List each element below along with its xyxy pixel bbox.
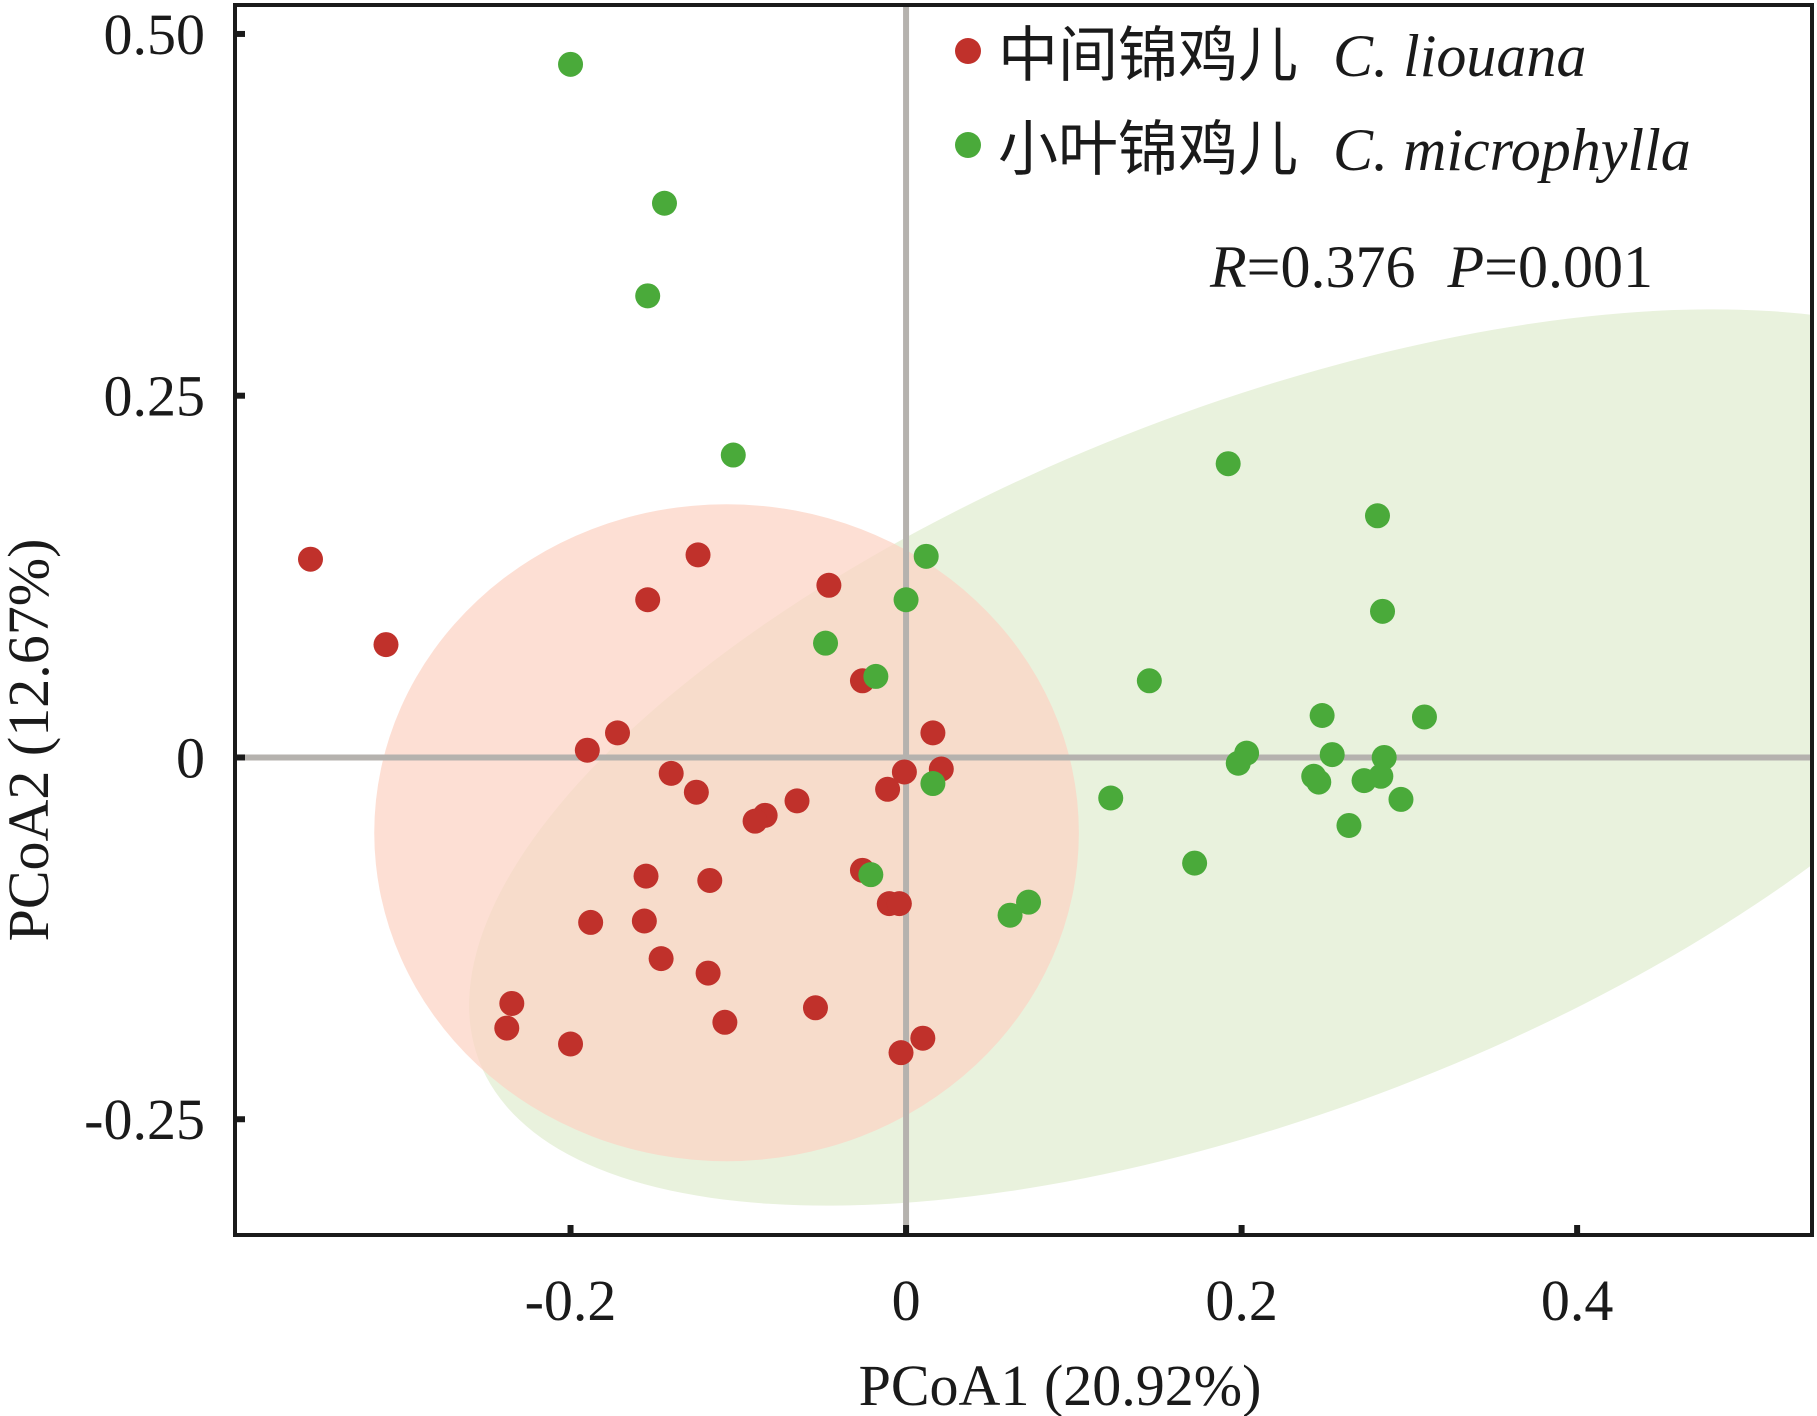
point-liouana-15 (891, 759, 917, 785)
point-microphylla-7 (893, 587, 919, 613)
point-liouana-17 (633, 863, 659, 889)
point-liouana-30 (802, 995, 828, 1021)
stat-p-value: =0.001 (1484, 234, 1653, 300)
legend-item-liouana: 中间锦鸡儿 C. liouana (955, 23, 1586, 89)
point-liouana-28 (558, 1031, 584, 1057)
point-microphylla-0 (558, 51, 584, 77)
x-axis-title: PCoA1 (20.92%) (859, 1353, 1262, 1416)
legend-label-microphylla-latin: C. microphylla (1333, 117, 1691, 183)
legend-marker-liouana (955, 38, 981, 64)
point-liouana-6 (920, 720, 946, 746)
point-liouana-25 (695, 960, 721, 986)
stat-p-label: P (1447, 234, 1485, 300)
x-axis: -0.2 0 0.2 0.4 (525, 1225, 1614, 1333)
point-microphylla-28 (1016, 889, 1042, 915)
y-tick-label: 0.50 (104, 2, 206, 67)
y-axis: 0.50 0.25 0 -0.25 (84, 2, 245, 1152)
point-liouana-7 (574, 737, 600, 763)
legend-label-liouana: 中间锦鸡儿 C. liouana (998, 23, 1586, 89)
point-microphylla-8 (1370, 598, 1396, 624)
point-microphylla-1 (651, 190, 677, 216)
point-liouana-31 (888, 1040, 914, 1066)
point-liouana-1 (373, 632, 399, 658)
point-microphylla-19 (1306, 769, 1332, 795)
point-microphylla-12 (1309, 703, 1335, 729)
x-tick-label: 0.2 (1205, 1268, 1278, 1333)
point-microphylla-26 (858, 862, 884, 888)
point-microphylla-23 (1098, 785, 1124, 811)
point-microphylla-17 (1225, 750, 1251, 776)
x-tick-label: -0.2 (525, 1268, 617, 1333)
point-microphylla-5 (1364, 503, 1390, 529)
point-liouana-11 (784, 788, 810, 814)
point-microphylla-2 (635, 283, 661, 309)
zero-lines (235, 5, 1812, 1235)
point-liouana-2 (685, 542, 711, 568)
point-microphylla-16 (1371, 744, 1397, 770)
point-liouana-21 (886, 891, 912, 917)
point-liouana-18 (697, 867, 723, 893)
point-microphylla-11 (1136, 668, 1162, 694)
point-liouana-0 (297, 546, 323, 572)
legend: 中间锦鸡儿 C. liouana 小叶锦鸡儿 C. microphylla (955, 23, 1691, 183)
legend-label-microphylla: 小叶锦鸡儿 C. microphylla (998, 117, 1691, 183)
point-microphylla-10 (863, 663, 889, 689)
point-microphylla-22 (1388, 786, 1414, 812)
point-liouana-22 (578, 909, 604, 935)
legend-label-liouana-cn: 中间锦鸡儿 (998, 23, 1298, 89)
point-liouana-23 (631, 908, 657, 934)
legend-item-microphylla: 小叶锦鸡儿 C. microphylla (955, 117, 1691, 183)
point-liouana-13 (742, 808, 768, 834)
legend-label-microphylla-cn: 小叶锦鸡儿 (998, 117, 1298, 183)
point-liouana-4 (816, 572, 842, 598)
point-liouana-14 (875, 776, 901, 802)
legend-label-liouana-latin: C. liouana (1333, 23, 1586, 89)
x-tick-label: 0 (892, 1268, 921, 1333)
point-microphylla-3 (720, 442, 746, 468)
stat-r-label: R (1209, 234, 1247, 300)
legend-marker-microphylla (955, 132, 981, 158)
stat-r-value: =0.376 (1247, 234, 1416, 300)
point-microphylla-21 (1368, 763, 1394, 789)
point-liouana-24 (648, 946, 674, 972)
point-liouana-27 (494, 1015, 520, 1041)
point-liouana-10 (683, 779, 709, 805)
point-microphylla-25 (920, 771, 946, 797)
point-microphylla-9 (813, 630, 839, 656)
y-tick-label: 0 (176, 725, 205, 790)
point-liouana-3 (635, 587, 661, 613)
point-microphylla-6 (913, 543, 939, 569)
point-microphylla-4 (1215, 451, 1241, 477)
y-tick-label: 0.25 (104, 364, 206, 429)
point-microphylla-13 (1411, 704, 1437, 730)
point-liouana-9 (658, 760, 684, 786)
point-microphylla-15 (1319, 742, 1345, 768)
point-liouana-26 (499, 990, 525, 1016)
y-tick-label: -0.25 (84, 1087, 205, 1152)
point-liouana-8 (605, 720, 631, 746)
stat-annotation: R=0.376 P=0.001 (1209, 234, 1653, 300)
point-microphylla-24 (1336, 812, 1362, 838)
points-layer (297, 51, 1437, 1066)
plot-frame (233, 3, 1814, 1237)
y-axis-title: PCoA2 (12.67%) (0, 539, 61, 942)
x-tick-label: 0.4 (1541, 1268, 1614, 1333)
point-microphylla-29 (997, 902, 1023, 928)
point-liouana-32 (910, 1025, 936, 1051)
point-microphylla-27 (1182, 850, 1208, 876)
point-liouana-29 (712, 1009, 738, 1035)
confidence-ellipse-liouana (374, 504, 1079, 1162)
